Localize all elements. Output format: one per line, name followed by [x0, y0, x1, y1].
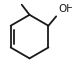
Text: OH: OH	[58, 4, 72, 14]
